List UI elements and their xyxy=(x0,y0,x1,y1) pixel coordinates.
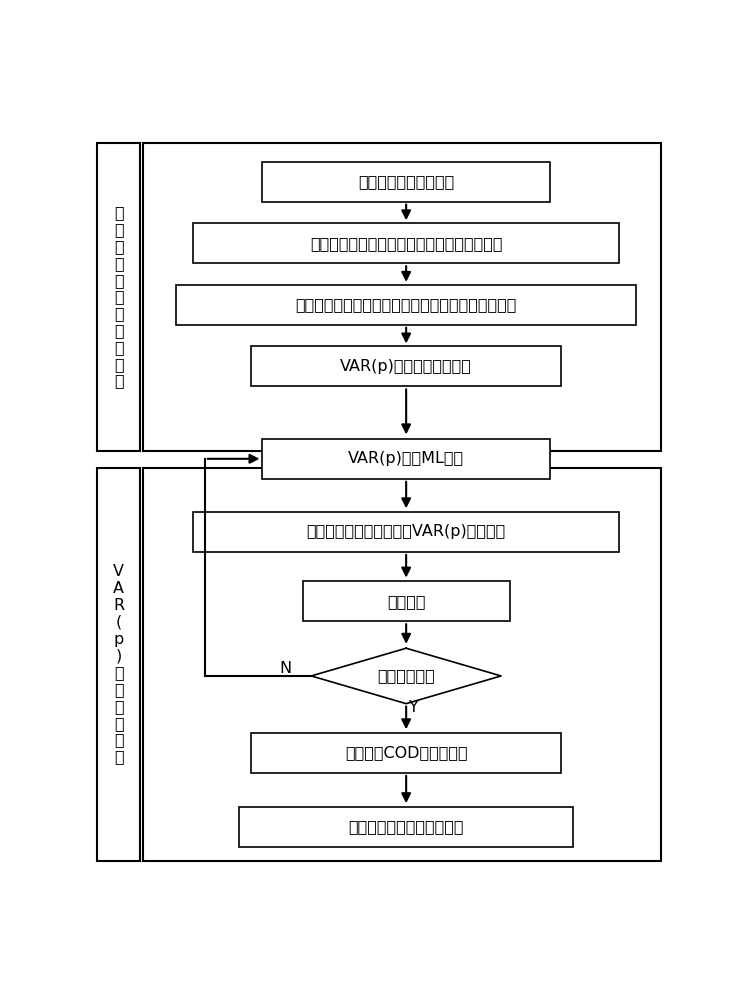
Text: 获取污水厂进水量数据: 获取污水厂进水量数据 xyxy=(358,174,454,189)
Text: 模型是否有效: 模型是否有效 xyxy=(377,668,435,683)
Text: 数
据
预
处
理
进
行
模
型
识
别: 数 据 预 处 理 进 行 模 型 识 别 xyxy=(114,206,123,389)
Text: VAR(p)模型阶次初步识别: VAR(p)模型阶次初步识别 xyxy=(341,359,472,374)
Text: 数据探索（变量选取，数据质量、特征分析）: 数据探索（变量选取，数据质量、特征分析） xyxy=(310,236,502,251)
FancyBboxPatch shape xyxy=(251,346,562,386)
Text: 模型检验: 模型检验 xyxy=(387,594,425,609)
FancyBboxPatch shape xyxy=(194,512,619,552)
FancyBboxPatch shape xyxy=(194,223,619,263)
Text: 进行污水COD负荷的预测: 进行污水COD负荷的预测 xyxy=(345,745,467,760)
Text: Y: Y xyxy=(409,700,418,715)
Text: 采用信息准则选取合适的VAR(p)模型阶次: 采用信息准则选取合适的VAR(p)模型阶次 xyxy=(306,524,506,539)
FancyBboxPatch shape xyxy=(251,733,562,773)
Text: N: N xyxy=(279,661,292,676)
Text: 通过分析预测结果评价模型: 通过分析预测结果评价模型 xyxy=(349,819,464,834)
FancyBboxPatch shape xyxy=(97,143,140,451)
FancyBboxPatch shape xyxy=(263,439,550,479)
FancyBboxPatch shape xyxy=(97,468,140,861)
Text: VAR(p)模型ML估计: VAR(p)模型ML估计 xyxy=(348,451,464,466)
Text: V
A
R
(
p
)
模
型
建
模
预
测: V A R ( p ) 模 型 建 模 预 测 xyxy=(113,564,124,764)
FancyBboxPatch shape xyxy=(240,807,573,847)
Text: 数据预处理（数据清洗、规约等以及滤波和平稳化）: 数据预处理（数据清洗、规约等以及滤波和平稳化） xyxy=(295,297,517,312)
FancyBboxPatch shape xyxy=(263,162,550,202)
Polygon shape xyxy=(312,648,501,704)
FancyBboxPatch shape xyxy=(176,285,636,325)
FancyBboxPatch shape xyxy=(303,581,510,621)
